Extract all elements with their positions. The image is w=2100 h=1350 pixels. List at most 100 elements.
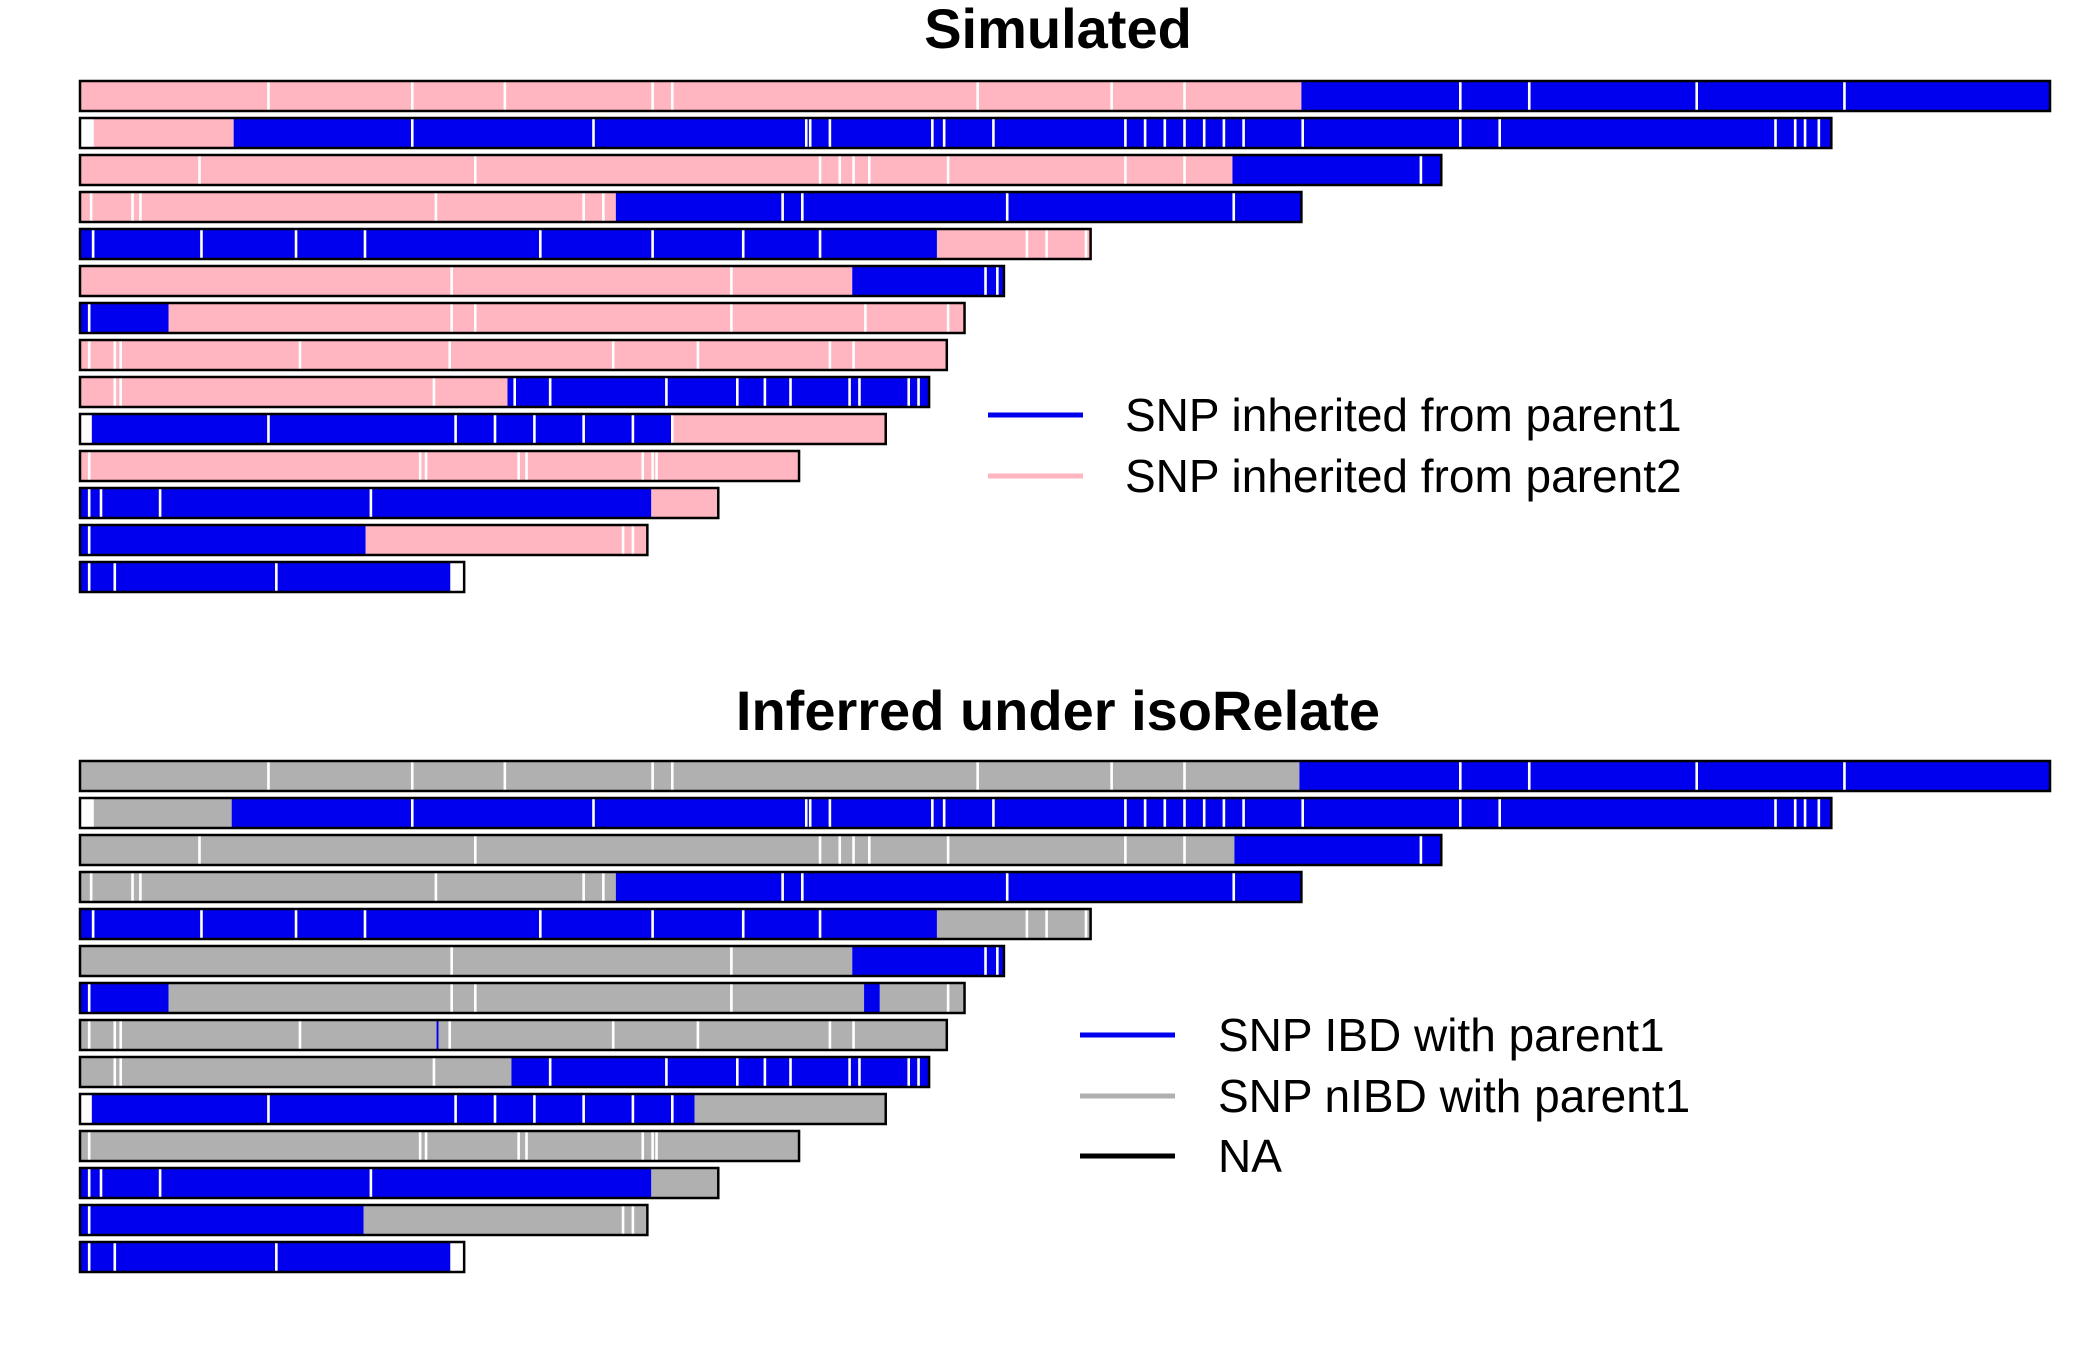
missing-snp-marker bbox=[818, 229, 822, 259]
missing-snp-marker bbox=[87, 525, 91, 555]
missing-snp-marker bbox=[267, 1094, 270, 1124]
missing-snp-marker bbox=[1242, 118, 1245, 148]
missing-snp-marker bbox=[1163, 798, 1167, 828]
missing-snp-marker bbox=[946, 983, 950, 1013]
missing-snp-marker bbox=[651, 761, 654, 791]
missing-snp-marker bbox=[1695, 761, 1698, 791]
missing-snp-marker bbox=[87, 303, 91, 333]
chromosome-outline bbox=[78, 301, 966, 335]
chromosome-outline bbox=[78, 833, 1443, 867]
missing-snp-marker bbox=[1793, 798, 1797, 828]
segment-parent2 bbox=[671, 414, 886, 444]
missing-snp-marker bbox=[294, 909, 298, 939]
missing-snp-marker bbox=[665, 377, 668, 407]
missing-snp-marker bbox=[976, 81, 979, 111]
missing-snp-marker bbox=[602, 872, 605, 902]
missing-snp-marker bbox=[87, 1020, 91, 1050]
missing-snp-marker bbox=[294, 229, 298, 259]
missing-snp-marker bbox=[113, 1057, 117, 1087]
chromosome-12 bbox=[78, 1166, 720, 1200]
segment-nibd bbox=[879, 983, 965, 1013]
missing-snp-marker bbox=[736, 1057, 739, 1087]
segment-ibd bbox=[80, 983, 169, 1013]
chromosome-outline bbox=[78, 1055, 931, 1089]
missing-snp-marker bbox=[671, 761, 674, 791]
chromosome-outline bbox=[78, 153, 1443, 187]
missing-snp-marker bbox=[858, 377, 861, 407]
missing-snp-marker bbox=[868, 835, 871, 865]
segment-ibd bbox=[91, 1094, 695, 1124]
missing-snp-marker bbox=[621, 525, 625, 555]
missing-snp-marker bbox=[1232, 192, 1236, 222]
missing-snp-marker bbox=[432, 377, 436, 407]
missing-snp-marker bbox=[418, 451, 422, 481]
missing-snp-marker bbox=[539, 909, 542, 939]
missing-snp-marker bbox=[474, 155, 477, 185]
missing-snp-marker bbox=[131, 872, 134, 902]
missing-snp-marker bbox=[852, 1020, 855, 1050]
missing-snp-marker bbox=[804, 798, 808, 828]
missing-snp-marker bbox=[450, 303, 453, 333]
missing-snp-marker bbox=[539, 229, 542, 259]
missing-snp-marker bbox=[113, 562, 117, 592]
missing-snp-marker bbox=[1232, 872, 1236, 902]
missing-snp-marker bbox=[503, 761, 507, 791]
segment-parent2 bbox=[651, 488, 719, 518]
chromosome-5 bbox=[78, 227, 1092, 261]
missing-snp-marker bbox=[91, 909, 95, 939]
missing-snp-marker bbox=[992, 118, 995, 148]
legend-label-parent2: SNP inherited from parent2 bbox=[1125, 450, 1682, 502]
missing-snp-marker bbox=[848, 377, 851, 407]
missing-snp-marker bbox=[730, 946, 733, 976]
missing-snp-marker bbox=[1124, 118, 1127, 148]
missing-snp-marker bbox=[804, 118, 808, 148]
missing-snp-marker bbox=[808, 798, 812, 828]
missing-snp-marker bbox=[736, 377, 739, 407]
missing-snp-marker bbox=[410, 761, 414, 791]
missing-snp-marker bbox=[493, 1094, 497, 1124]
missing-snp-marker bbox=[89, 192, 93, 222]
missing-snp-marker bbox=[781, 872, 784, 902]
missing-snp-marker bbox=[87, 1168, 91, 1198]
missing-snp-marker bbox=[1124, 835, 1127, 865]
missing-snp-marker bbox=[525, 1131, 528, 1161]
missing-snp-marker bbox=[517, 451, 520, 481]
missing-snp-marker bbox=[741, 229, 745, 259]
missing-snp-marker bbox=[1817, 118, 1821, 148]
segment-missing bbox=[80, 1094, 92, 1124]
missing-snp-marker bbox=[946, 303, 950, 333]
missing-snp-marker bbox=[158, 488, 162, 518]
missing-snp-marker bbox=[984, 946, 987, 976]
missing-snp-marker bbox=[730, 983, 733, 1013]
missing-snp-marker bbox=[808, 118, 812, 148]
missing-snp-marker bbox=[828, 1020, 832, 1050]
missing-snp-marker bbox=[410, 118, 414, 148]
chromosome-outline bbox=[78, 1166, 720, 1200]
missing-snp-marker bbox=[763, 1057, 767, 1087]
missing-snp-marker bbox=[1774, 118, 1777, 148]
legend-label-nibd: SNP nIBD with parent1 bbox=[1218, 1070, 1690, 1122]
chromosome-13 bbox=[78, 1203, 649, 1237]
missing-snp-marker bbox=[1793, 118, 1797, 148]
segment-parent1 bbox=[233, 118, 1832, 148]
panel-simulated: Simulated SNP inherited from parent1 SNP… bbox=[78, 0, 2052, 594]
chromosome-outline bbox=[78, 190, 1303, 224]
missing-snp-marker bbox=[1183, 835, 1186, 865]
missing-snp-marker bbox=[1045, 229, 1048, 259]
chromosome-outline bbox=[78, 338, 949, 372]
chromosome-outline bbox=[78, 1018, 949, 1052]
legend-label-na: NA bbox=[1218, 1130, 1282, 1182]
missing-snp-marker bbox=[976, 761, 979, 791]
missing-snp-marker bbox=[410, 81, 414, 111]
segment-parent1 bbox=[80, 488, 652, 518]
missing-snp-marker bbox=[868, 155, 871, 185]
missing-snp-marker bbox=[533, 414, 536, 444]
missing-snp-marker bbox=[87, 562, 91, 592]
missing-snp-marker bbox=[931, 118, 934, 148]
chromosome-12 bbox=[78, 486, 720, 520]
missing-snp-marker bbox=[582, 414, 585, 444]
missing-snp-marker bbox=[119, 377, 122, 407]
missing-snp-marker bbox=[1459, 761, 1462, 791]
missing-snp-marker bbox=[1301, 118, 1304, 148]
missing-snp-marker bbox=[671, 1094, 674, 1124]
